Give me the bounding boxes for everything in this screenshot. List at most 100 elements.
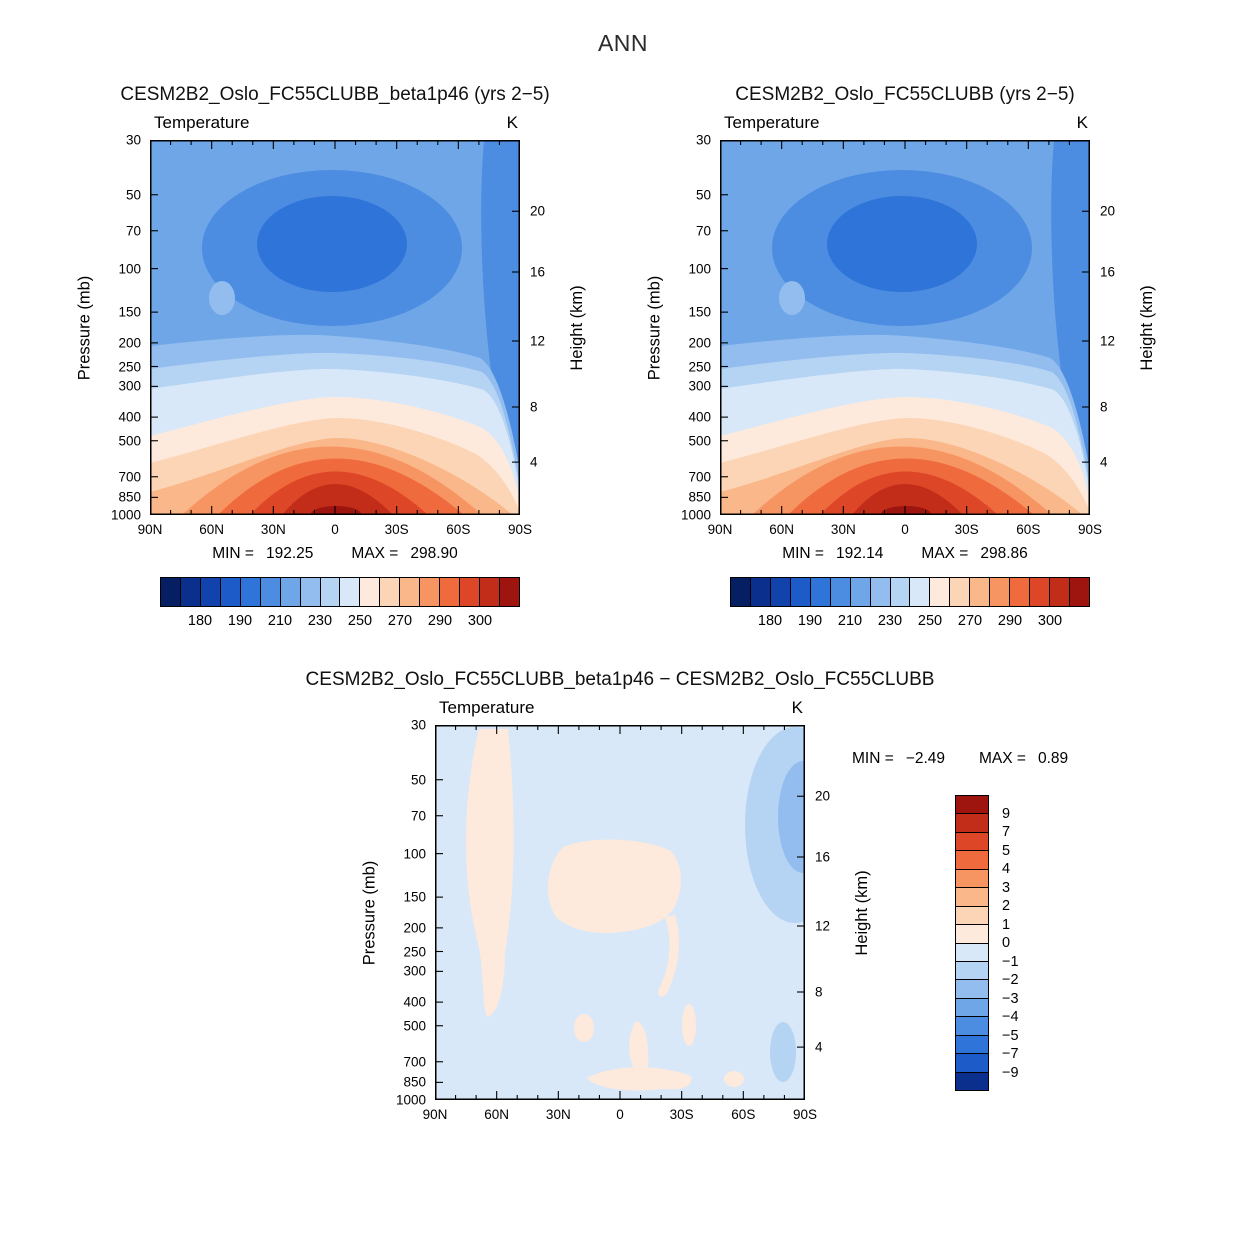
panel-title: CESM2B2_Oslo_FC55CLUBB_beta1p46 − CESM2B… (305, 669, 935, 690)
warm-patch-60n (209, 281, 235, 315)
difference-colorbar-labels: 9 7 5 4 3 2 1 0 −1 −2 −3 −4 −5 −7 −9 (1002, 795, 1046, 1091)
colorbar-cell (849, 578, 870, 606)
latitude-tick-label: 60S (1016, 522, 1041, 537)
colorbar-label: 190 (227, 613, 253, 629)
pressure-tick-label: 70 (125, 223, 141, 239)
colorbar-cell (1009, 578, 1030, 606)
colorbar-label: 290 (427, 613, 453, 629)
colorbar-label: 180 (757, 613, 783, 629)
height-axis-title: Height (km) (1137, 284, 1156, 371)
pressure-tick-label: 250 (118, 359, 141, 374)
pressure-tick-label: 200 (688, 335, 711, 351)
pressure-tick-label: 50 (125, 187, 141, 203)
warm-patch-60n (779, 281, 805, 315)
pressure-tick-label: 850 (118, 489, 141, 505)
colorbar-label: 300 (467, 613, 493, 629)
colorbar-cell (949, 578, 970, 606)
pressure-tick-label: 1000 (395, 1092, 426, 1108)
colorbar-cell (259, 578, 280, 606)
max-label: MAX = (351, 545, 399, 562)
latitude-tick-label: 90N (707, 522, 733, 537)
colorbar-cell (219, 578, 240, 606)
colorbar-cell (909, 578, 930, 606)
min-label: MIN = (852, 750, 894, 767)
height-tick-label: 16 (1100, 264, 1116, 280)
height-tick-label: 8 (1100, 399, 1108, 415)
cold-diff-patch-small (770, 1022, 796, 1082)
colorbar-cell (749, 578, 770, 606)
panel-title: CESM2B2_Oslo_FC55CLUBB_beta1p46 (yrs 2−5… (120, 84, 550, 105)
colorbar-label: −3 (1002, 990, 1019, 1007)
latitude-tick-label: 90S (792, 1107, 818, 1122)
height-tick-label: 16 (815, 849, 831, 865)
latitude-tick-label: 0 (331, 522, 339, 537)
pressure-tick-label: 100 (118, 261, 141, 277)
latitude-tick-label: 90S (1077, 522, 1103, 537)
colorbar-cell (956, 1034, 988, 1054)
colorbar-cell (359, 578, 380, 606)
colorbar-label: −9 (1002, 1064, 1019, 1081)
pressure-tick-label: 250 (688, 359, 711, 374)
colorbar-cell (498, 578, 519, 606)
panel-left: CESM2B2_Oslo_FC55CLUBB_beta1p46 (yrs 2−5… (76, 84, 586, 629)
max-value: 298.86 (980, 545, 1028, 562)
height-tick-label: 20 (530, 203, 546, 219)
latitude-tick-label: 30S (384, 522, 409, 537)
pressure-tick-label: 300 (403, 963, 426, 979)
pressure-tick-label: 100 (688, 261, 711, 277)
pressure-tick-label: 70 (695, 223, 711, 239)
height-tick-label: 8 (530, 399, 538, 415)
pressure-tick-label: 150 (688, 304, 711, 320)
max-label: MAX = (921, 545, 969, 562)
latitude-tick-label: 30S (954, 522, 979, 537)
colorbar-cell (829, 578, 850, 606)
latitude-tick-label: 0 (616, 1107, 624, 1122)
colorbar-cell (1068, 578, 1089, 606)
colorbar-cell (889, 578, 910, 606)
height-tick-labels: 20 16 12 8 4 (1090, 140, 1138, 515)
colorbar-label: −2 (1002, 972, 1019, 988)
pressure-tick-labels: 30 50 70 100 150 200 250 300 400 500 700 850 1000 (102, 133, 150, 523)
colorbar-cell (869, 578, 890, 606)
min-max-row: MIN = 192.14 MAX = 298.86 (720, 545, 1090, 563)
colorbar-cell (731, 578, 750, 606)
colorbar-labels: 180 190 210 230 250 270 290 300 (160, 613, 520, 631)
surface-warm-core (311, 506, 361, 515)
colorbar-cell (956, 960, 988, 980)
colorbar-cell (299, 578, 320, 606)
colorbar-cell (769, 578, 790, 606)
temperature-contour-field (150, 140, 520, 515)
colorbar-label: 5 (1002, 842, 1011, 859)
latitude-tick-label: 90N (137, 522, 163, 537)
pressure-tick-label: 200 (118, 335, 141, 351)
latitude-tick-labels: 90N 60N 30N 0 30S 60S 90S (138, 515, 532, 541)
contour-band-295 (852, 484, 963, 515)
south-polar-cold-band (1051, 140, 1090, 476)
colorbar-labels: 180 190 210 230 250 270 290 300 (730, 613, 1090, 631)
pressure-tick-labels: 30 50 70 100 150 200 250 300 400 500 700 850 1000 (672, 133, 720, 523)
pressure-tick-label: 30 (125, 132, 141, 148)
pressure-tick-label: 850 (688, 489, 711, 505)
spacer (895, 545, 909, 563)
colorbar-label: −5 (1002, 1027, 1019, 1044)
height-tick-labels: 20 16 12 8 4 (805, 725, 853, 1100)
height-axis-title: Height (km) (852, 869, 871, 956)
colorbar-cell (1029, 578, 1049, 606)
height-tick-labels: 20 16 12 8 4 (520, 140, 568, 515)
colorbar-cell (956, 813, 988, 832)
max-value: 298.90 (410, 545, 458, 562)
pressure-tick-labels: 30 50 70 100 150 200 250 300 400 500 700 850 1000 (387, 718, 435, 1108)
latitude-tick-label: 60S (731, 1107, 756, 1122)
height-tick-label: 12 (815, 918, 831, 934)
colorbar-label: 1 (1002, 916, 1011, 933)
colorbar-label: 230 (307, 613, 333, 629)
latitude-tick-label: 30N (830, 522, 856, 537)
pressure-tick-label: 700 (688, 469, 711, 485)
warm-diff-tail (657, 915, 679, 997)
colorbar-label: 3 (1002, 879, 1011, 896)
colorbar-cell (956, 1071, 988, 1090)
pressure-tick-label: 700 (403, 1054, 426, 1070)
pressure-tick-label: 150 (403, 889, 426, 905)
colorbar-label: 300 (1037, 613, 1063, 629)
